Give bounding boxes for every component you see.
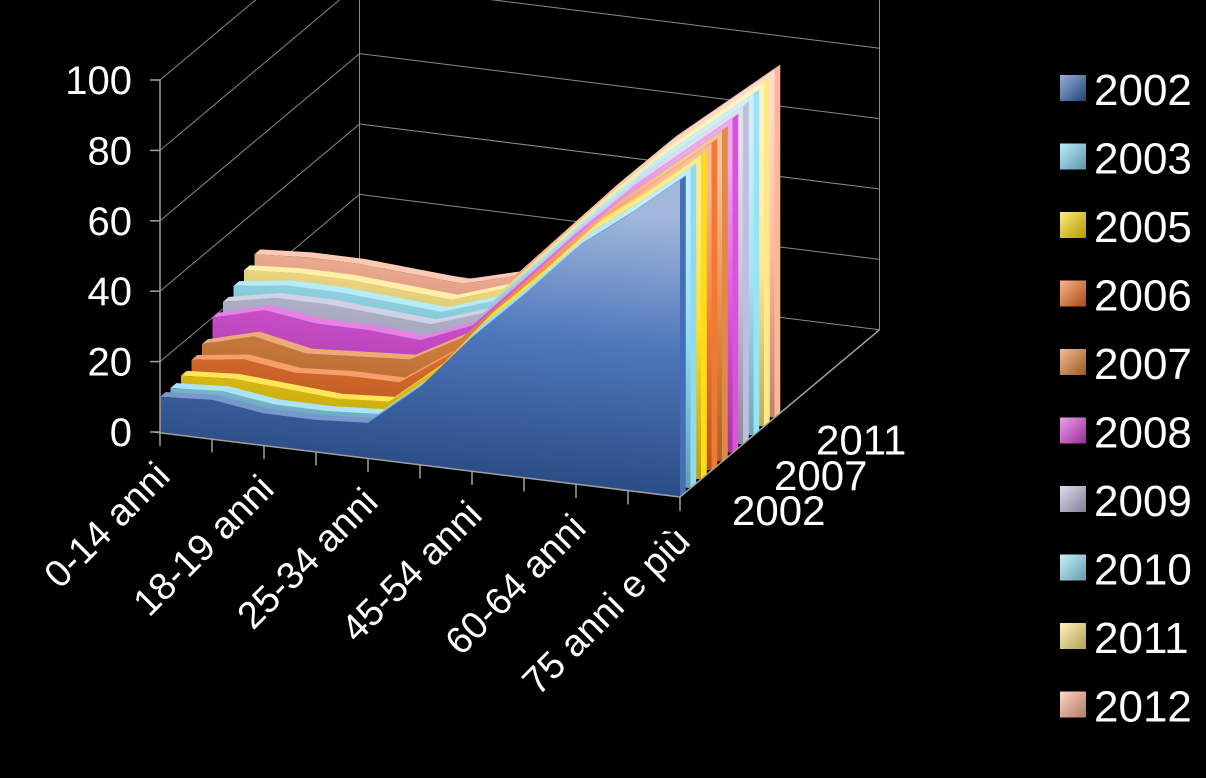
legend-item: 2009	[1060, 477, 1192, 526]
legend: 2002 2003 2005 2006 2007 2008 2009 2010 2011 2012	[1060, 66, 1192, 732]
area-top	[191, 138, 718, 383]
gridline	[159, 53, 360, 222]
legend-item: 2008	[1060, 409, 1192, 458]
legend-item: 2002	[1060, 66, 1192, 115]
area-end	[732, 113, 739, 453]
legend-label: 2005	[1094, 203, 1192, 252]
y-tick-label: 0	[110, 411, 132, 455]
x-axis-line	[153, 431, 681, 498]
legend-label: 2007	[1094, 340, 1192, 389]
area-end	[690, 163, 697, 489]
legend-item: 2012	[1060, 683, 1192, 732]
legend-item: 2010	[1060, 546, 1192, 595]
depth-axis-line	[679, 329, 880, 498]
depth-tick-label: 2011	[816, 417, 906, 464]
legend-swatch	[1060, 623, 1086, 649]
area-end	[753, 89, 760, 436]
area-end	[722, 126, 728, 462]
y-tick-label: 100	[65, 59, 132, 103]
series-layer	[160, 64, 781, 498]
legend-label: 2010	[1094, 546, 1192, 595]
legend-label: 2002	[1094, 66, 1192, 115]
legend-label: 2003	[1094, 135, 1192, 184]
y-tick-label: 60	[88, 200, 133, 244]
y-tick-label: 80	[88, 129, 133, 173]
area-end	[774, 64, 781, 418]
depth-tick-label: 2002	[732, 487, 825, 534]
legend-swatch	[1060, 75, 1086, 101]
gridline	[359, 123, 880, 190]
area-end	[680, 175, 686, 498]
legend-label: 2011	[1094, 614, 1189, 663]
gridline	[359, 53, 880, 120]
legend-item: 2011	[1060, 614, 1189, 663]
gridline	[489, 0, 880, 49]
legend-label: 2006	[1094, 272, 1192, 321]
legend-item: 2006	[1060, 272, 1192, 321]
legend-item: 2005	[1060, 203, 1192, 252]
area-end	[743, 101, 749, 445]
area-top	[170, 163, 697, 414]
gridline	[159, 0, 257, 81]
gridline	[159, 0, 341, 151]
area-end	[764, 76, 770, 427]
gridline	[159, 123, 360, 292]
area-top	[181, 150, 707, 402]
legend-label: 2009	[1094, 477, 1192, 526]
legend-label: 2012	[1094, 683, 1192, 732]
y-tick-label: 20	[88, 341, 133, 385]
legend-item: 2007	[1060, 340, 1192, 389]
legend-swatch	[1060, 143, 1086, 170]
y-tick-label: 40	[88, 270, 133, 314]
legend-swatch	[1060, 280, 1086, 307]
depth-tick-label: 2007	[774, 452, 867, 499]
area-top	[202, 126, 728, 360]
legend-swatch	[1060, 349, 1086, 375]
area-front	[160, 180, 680, 497]
area-end	[711, 138, 718, 471]
legend-swatch	[1060, 212, 1086, 238]
legend-swatch	[1060, 691, 1086, 718]
legend-item: 2003	[1060, 135, 1192, 184]
legend-label: 2008	[1094, 409, 1192, 458]
legend-swatch	[1060, 554, 1086, 581]
legend-swatch	[1060, 417, 1086, 444]
series-2002	[160, 175, 686, 498]
area-end	[701, 150, 707, 480]
area-top	[160, 175, 686, 423]
legend-swatch	[1060, 486, 1086, 512]
